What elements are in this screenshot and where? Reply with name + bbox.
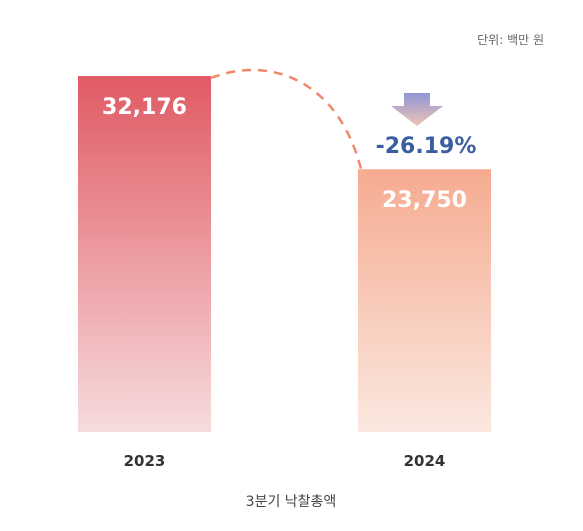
bar-value-label-2023: 32,176 [102,95,187,120]
change-percent-label: -26.19% [376,134,477,159]
bar-value-label-2024: 23,750 [382,188,467,213]
category-labels-layer: 2023 2024 [124,452,446,470]
category-label-2023: 2023 [124,452,166,470]
chart-caption: 3분기 낙찰총액 [246,494,337,510]
bars-layer [78,76,491,432]
down-arrow-icon [391,93,443,126]
bar-2023 [78,76,211,432]
connector-dashed-line [210,68,364,174]
bar-2024 [358,169,491,432]
category-label-2024: 2024 [404,452,446,470]
value-labels-layer: 32,176 23,750 [102,95,467,213]
unit-label: 단위: 백만 원 [477,33,544,47]
